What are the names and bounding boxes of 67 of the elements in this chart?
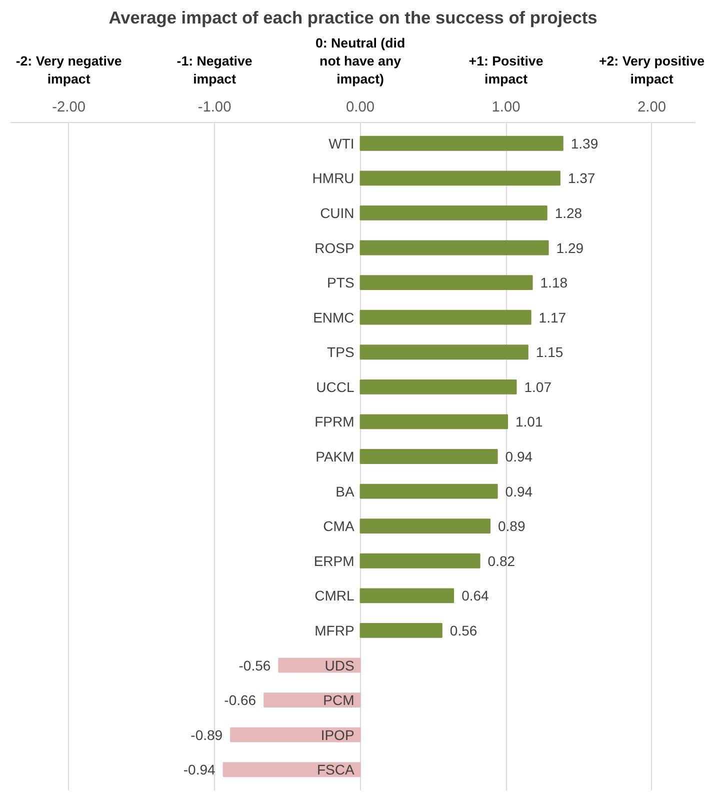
bar [360, 484, 498, 499]
y-tick-label: PAKM [316, 448, 354, 464]
y-tick-label: ENMC [313, 309, 354, 326]
chart-title: Average impact of each practice on the success of projects [108, 8, 598, 28]
data-label: 1.29 [556, 240, 584, 256]
y-tick-label: UCCL [316, 378, 354, 395]
y-tick-label: CMA [323, 518, 355, 534]
x2-tick-label: -1: Negative impact [176, 54, 252, 86]
bar [360, 518, 490, 534]
bar [360, 170, 560, 186]
y-tick-label: CMRL [314, 588, 354, 604]
data-label: -0.94 [183, 762, 216, 778]
data-label: 1.01 [515, 414, 543, 430]
data-label: 0.56 [450, 622, 478, 638]
x-tick-label: 2.00 [638, 100, 666, 116]
bar [264, 692, 361, 708]
y-tick-label: FPRM [314, 414, 354, 430]
bar [360, 553, 480, 568]
bar [360, 449, 498, 464]
y-tick-label: MFRP [314, 622, 354, 638]
x-tick-label: -2.00 [52, 100, 86, 116]
data-label: 0.82 [488, 552, 516, 569]
data-label: 1.15 [536, 344, 564, 360]
x2-tick-label: +2: Very positive impact [598, 54, 705, 86]
bar [360, 240, 549, 256]
bar [360, 414, 508, 430]
bar [360, 344, 528, 360]
y-tick-label: CUIN [320, 204, 354, 221]
bar [360, 588, 454, 604]
data-label: 1.28 [554, 204, 582, 221]
x2-tick-label: -2: Very negative impact [16, 54, 122, 86]
data-label: 1.18 [540, 274, 568, 291]
data-label: 0.89 [498, 518, 526, 534]
y-tick-label: FSCA [316, 762, 355, 778]
data-label: 0.94 [505, 483, 533, 500]
y-tick-label: BA [336, 483, 355, 500]
bar [230, 727, 361, 742]
data-label: -0.56 [238, 657, 271, 674]
x-tick-label: -1.00 [198, 100, 232, 116]
data-label: 0.94 [505, 448, 533, 464]
bar [360, 206, 548, 220]
x2-tick-label: 0: Neutral (did not have any impact) [315, 36, 406, 86]
y-tick-label: ROSP [314, 240, 354, 256]
data-label: 0.64 [462, 588, 490, 604]
bar [360, 275, 533, 290]
y-tick-label: ERPM [314, 552, 354, 569]
y-tick-label: IPOP [320, 726, 354, 743]
data-label: 1.39 [570, 135, 598, 152]
y-tick-label: HMRU [312, 170, 354, 186]
data-label: 1.17 [538, 309, 566, 326]
x2-tick-label: +1: Positive impact [468, 54, 544, 86]
data-label: 1.37 [568, 170, 596, 186]
data-label: -0.89 [190, 726, 223, 743]
y-tick-label: UDS [324, 657, 354, 674]
y-tick-label: TPS [327, 344, 354, 360]
bar [360, 310, 532, 325]
y-tick-label: WTI [328, 135, 354, 152]
y-tick-label: PCM [323, 692, 354, 708]
data-label: 1.07 [524, 378, 552, 395]
bar [360, 623, 442, 638]
data-label: -0.66 [224, 692, 256, 708]
x-tick-label: 0.00 [346, 100, 375, 116]
x-tick-label: 1.00 [492, 100, 520, 116]
y-tick-label: PTS [327, 274, 354, 291]
bar [360, 136, 564, 151]
bar [360, 379, 517, 394]
bar [222, 762, 361, 778]
